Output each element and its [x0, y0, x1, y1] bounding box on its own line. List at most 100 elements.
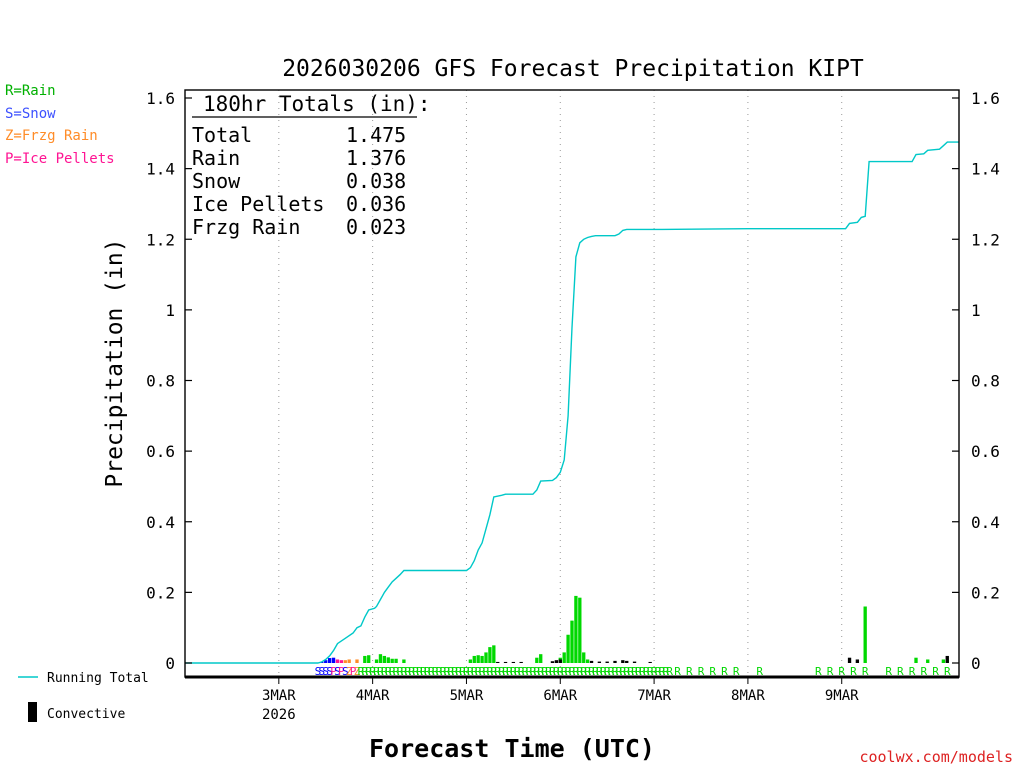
type-marker-rain: R — [623, 665, 630, 678]
type-marker-rain: R — [565, 665, 572, 678]
type-marker-rain: R — [666, 665, 673, 678]
precip-bar-rain — [926, 659, 930, 663]
type-marker-rain: R — [451, 665, 458, 678]
type-marker-snow: S — [315, 665, 322, 678]
type-marker-rain: R — [494, 665, 501, 678]
type-marker-rain: R — [921, 665, 928, 678]
type-marker-rain: R — [686, 665, 693, 678]
type-marker-rain: R — [389, 665, 396, 678]
type-marker-rain: R — [448, 665, 455, 678]
type-marker-pellets: P — [330, 665, 337, 678]
series-legend: Running Total Convective — [18, 671, 149, 722]
precip-bar-rain — [374, 659, 379, 663]
type-marker-rain: R — [827, 665, 834, 678]
type-marker-rain: R — [487, 665, 494, 678]
credit-link[interactable]: coolwx.com/models — [859, 748, 1013, 766]
convective-bar — [632, 661, 637, 663]
totals-box: 180hr Totals (in): Total 1.475 Rain 1.376 Sn… — [192, 92, 431, 239]
precip-bar-pellets — [339, 660, 344, 663]
precip-bar-rain — [539, 654, 543, 663]
x-tick-label: 4MAR — [356, 688, 390, 704]
precip-bar-frzg — [343, 660, 347, 663]
type-marker-rain: R — [944, 665, 951, 678]
totals-value: 0.038 — [346, 169, 406, 193]
type-marker-rain: R — [362, 665, 369, 678]
y-tick-label-right: 1.2 — [971, 230, 1000, 249]
legend-running-total: Running Total — [47, 671, 149, 686]
precip-bar-rain — [367, 655, 371, 663]
type-marker-rain: R — [377, 665, 384, 678]
totals-label: Rain — [192, 146, 240, 170]
precip-bar-frzg — [355, 659, 359, 663]
convective-bar — [855, 659, 860, 663]
precip-bar-rain — [941, 659, 946, 663]
x-axis: 3MAR 2026 4MAR 5MAR 6MAR 7MAR 8MAR 9MAR — [262, 677, 859, 723]
type-marker-pellets: P — [350, 665, 357, 678]
convective-bar — [613, 660, 617, 663]
type-marker-rain: R — [471, 665, 478, 678]
type-marker-rain: R — [635, 665, 642, 678]
type-marker-rain: R — [592, 665, 599, 678]
type-marker-rain: R — [412, 665, 419, 678]
type-marker-rain: R — [733, 665, 740, 678]
precip-bar-rain — [386, 657, 390, 663]
precip-bar-snow — [331, 657, 336, 663]
precip-bar-rain — [582, 652, 586, 663]
chart-title: 2026030206 GFS Forecast Precipitation KI… — [282, 56, 864, 82]
x-tick-label: 8MAR — [731, 688, 765, 704]
type-marker-snow: S — [326, 665, 333, 678]
convective-bars — [496, 655, 949, 663]
type-marker-rain: R — [909, 665, 916, 678]
type-marker-rain: R — [643, 665, 650, 678]
y-tick-label-left: 1 — [165, 301, 175, 320]
precip-type-markers: SSSSPSPSZPZRRRRRRRRRRRRRRRRRRRRRRRRRRRRR… — [315, 665, 951, 678]
totals-value: 0.023 — [346, 215, 406, 239]
precip-bar-rain — [363, 655, 367, 663]
precip-bar-rain — [468, 659, 473, 663]
type-marker-rain: R — [659, 665, 666, 678]
type-marker-rain: R — [455, 665, 462, 678]
precip-bars — [320, 595, 949, 663]
type-marker-rain: R — [467, 665, 474, 678]
type-marker-rain: R — [573, 665, 580, 678]
type-marker-rain: R — [522, 665, 529, 678]
totals-rows: Total 1.475 Rain 1.376 Snow 0.038 Ice Pellets 0… — [192, 123, 406, 239]
type-marker-rain: R — [655, 665, 662, 678]
y-tick-label-left: 1.6 — [146, 89, 175, 108]
type-marker-rain: R — [408, 665, 415, 678]
convective-bar — [597, 661, 602, 663]
totals-label: Total — [192, 123, 252, 147]
legend-convective: Convective — [47, 707, 125, 722]
type-marker-rain: R — [428, 665, 435, 678]
precip-bar-rain — [378, 654, 383, 663]
type-marker-rain: R — [663, 665, 670, 678]
x-tick-sublabel: 2026 — [262, 707, 296, 723]
type-marker-rain: R — [518, 665, 525, 678]
type-marker-rain: R — [756, 665, 763, 678]
type-marker-rain: R — [444, 665, 451, 678]
totals-value: 1.475 — [346, 123, 406, 147]
precip-bar-rain — [480, 655, 484, 663]
left-y-axis: 0 0.2 0.4 0.6 0.8 1 1.2 1.4 1.6 — [146, 89, 192, 673]
totals-header: 180hr Totals (in): — [203, 92, 431, 116]
y-tick-label-right: 1.6 — [971, 89, 1000, 108]
convective-bar — [519, 661, 523, 663]
x-tick-label: 6MAR — [543, 688, 577, 704]
y-tick-label-right: 0.4 — [971, 513, 1000, 532]
type-marker-rain: R — [510, 665, 517, 678]
precip-bar-rain — [535, 657, 539, 663]
type-marker-snow: S — [342, 665, 349, 678]
precip-bar-rain — [382, 655, 387, 663]
type-marker-rain: R — [530, 665, 537, 678]
precip-bar-rain — [570, 620, 574, 663]
type-marker-rain: R — [709, 665, 716, 678]
precip-bar-snow — [324, 660, 328, 663]
precip-bar-rain — [585, 659, 590, 663]
type-marker-rain: R — [459, 665, 466, 678]
type-marker-rain: R — [514, 665, 521, 678]
type-marker-pellets: P — [338, 665, 345, 678]
type-marker-rain: R — [612, 665, 619, 678]
type-marker-rain: R — [604, 665, 611, 678]
convective-bar — [558, 659, 562, 663]
